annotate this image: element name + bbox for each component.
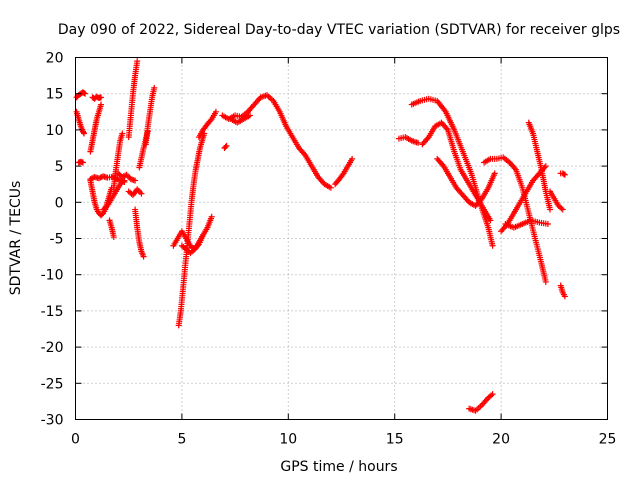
data-point — [97, 174, 104, 181]
x-axis-label: GPS time / hours — [280, 459, 397, 475]
x-tick-label: 5 — [177, 432, 186, 448]
data-point — [547, 206, 554, 213]
data-point — [121, 177, 128, 184]
series-track-32 — [502, 217, 551, 231]
data-point — [98, 94, 105, 101]
x-tick-label: 10 — [279, 432, 297, 448]
data-point — [542, 163, 549, 170]
y-tick-label: -10 — [41, 268, 64, 284]
series-track-12 — [125, 58, 141, 141]
series-track-26 — [408, 95, 496, 249]
data-point — [212, 108, 219, 115]
series-track-04 — [89, 93, 105, 102]
series-track-20 — [195, 108, 219, 141]
data-point — [207, 117, 214, 124]
series-track-21 — [221, 142, 230, 151]
data-point — [561, 171, 568, 178]
series-track-18 — [175, 130, 208, 329]
y-tick-label: -25 — [41, 376, 64, 392]
data-point — [98, 101, 105, 108]
data-point — [82, 90, 89, 97]
x-tick-label: 0 — [71, 432, 80, 448]
data-point — [560, 171, 567, 178]
data-point — [246, 112, 253, 119]
data-point — [208, 213, 215, 220]
series-track-06 — [87, 101, 105, 155]
data-point — [144, 128, 151, 135]
x-tick-label: 20 — [492, 432, 510, 448]
data-point — [489, 242, 496, 249]
series-track-27 — [419, 119, 494, 224]
y-tick-label: 20 — [46, 51, 64, 67]
grid-lines — [75, 57, 608, 420]
data-point — [79, 159, 86, 166]
series-track-16 — [136, 128, 151, 171]
axis-ticks: 0 5 10 15 20 25 -30 -25 -20 -15 -10 -5 0 5 10 15 20 — [41, 51, 617, 448]
data-point — [223, 142, 230, 149]
series-track-11 — [115, 170, 139, 184]
y-tick-label: 15 — [46, 87, 64, 103]
data-point — [119, 130, 126, 137]
series-track-24 — [332, 155, 356, 188]
x-tick-label: 25 — [599, 432, 617, 448]
series-track-36 — [557, 282, 568, 300]
series-track-14 — [125, 186, 145, 199]
data-point — [489, 391, 496, 398]
series-track-22 — [219, 92, 334, 191]
series-track-28 — [434, 155, 498, 209]
data-point — [222, 143, 229, 150]
data-point — [132, 177, 139, 184]
y-tick-label: 0 — [55, 195, 64, 211]
y-tick-label: -15 — [41, 304, 64, 320]
y-tick-label: -5 — [50, 232, 64, 248]
series-track-29 — [466, 391, 496, 414]
data-point — [544, 221, 551, 228]
series-track-25 — [395, 134, 422, 146]
data-point — [138, 190, 145, 197]
series-track-03 — [75, 158, 86, 166]
series-track-34 — [547, 188, 566, 213]
x-tick-label: 15 — [386, 432, 404, 448]
series-track-08 — [100, 177, 128, 213]
y-tick-label: 5 — [55, 159, 64, 175]
data-point — [327, 184, 334, 191]
data-point — [559, 206, 566, 213]
data-point — [124, 173, 131, 180]
data-point — [137, 189, 144, 196]
y-tick-label: 10 — [46, 123, 64, 139]
series-track-23 — [227, 112, 253, 126]
data-points — [73, 58, 568, 414]
data-point — [487, 217, 494, 224]
data-point — [561, 293, 568, 300]
data-point — [81, 130, 88, 137]
series-track-09 — [106, 217, 117, 241]
y-tick-label: -20 — [41, 340, 64, 356]
y-tick-label: -30 — [41, 413, 64, 429]
data-point — [134, 58, 141, 65]
series-track-02 — [73, 108, 88, 137]
data-point — [415, 139, 422, 146]
data-point — [349, 155, 356, 162]
series-track-31 — [498, 163, 549, 235]
series-track-35 — [557, 170, 568, 178]
data-point — [81, 89, 88, 96]
data-point — [110, 234, 117, 241]
series-track-19 — [178, 213, 215, 256]
data-point — [542, 278, 549, 285]
data-point — [151, 84, 158, 91]
series-track-13 — [132, 206, 147, 260]
data-point — [140, 253, 147, 260]
series-track-33 — [525, 119, 554, 213]
data-point — [491, 170, 498, 177]
chart-title: Day 090 of 2022, Sidereal Day-to-day VTE… — [58, 22, 620, 38]
y-axis-label: SDTVAR / TECUs — [8, 181, 24, 296]
